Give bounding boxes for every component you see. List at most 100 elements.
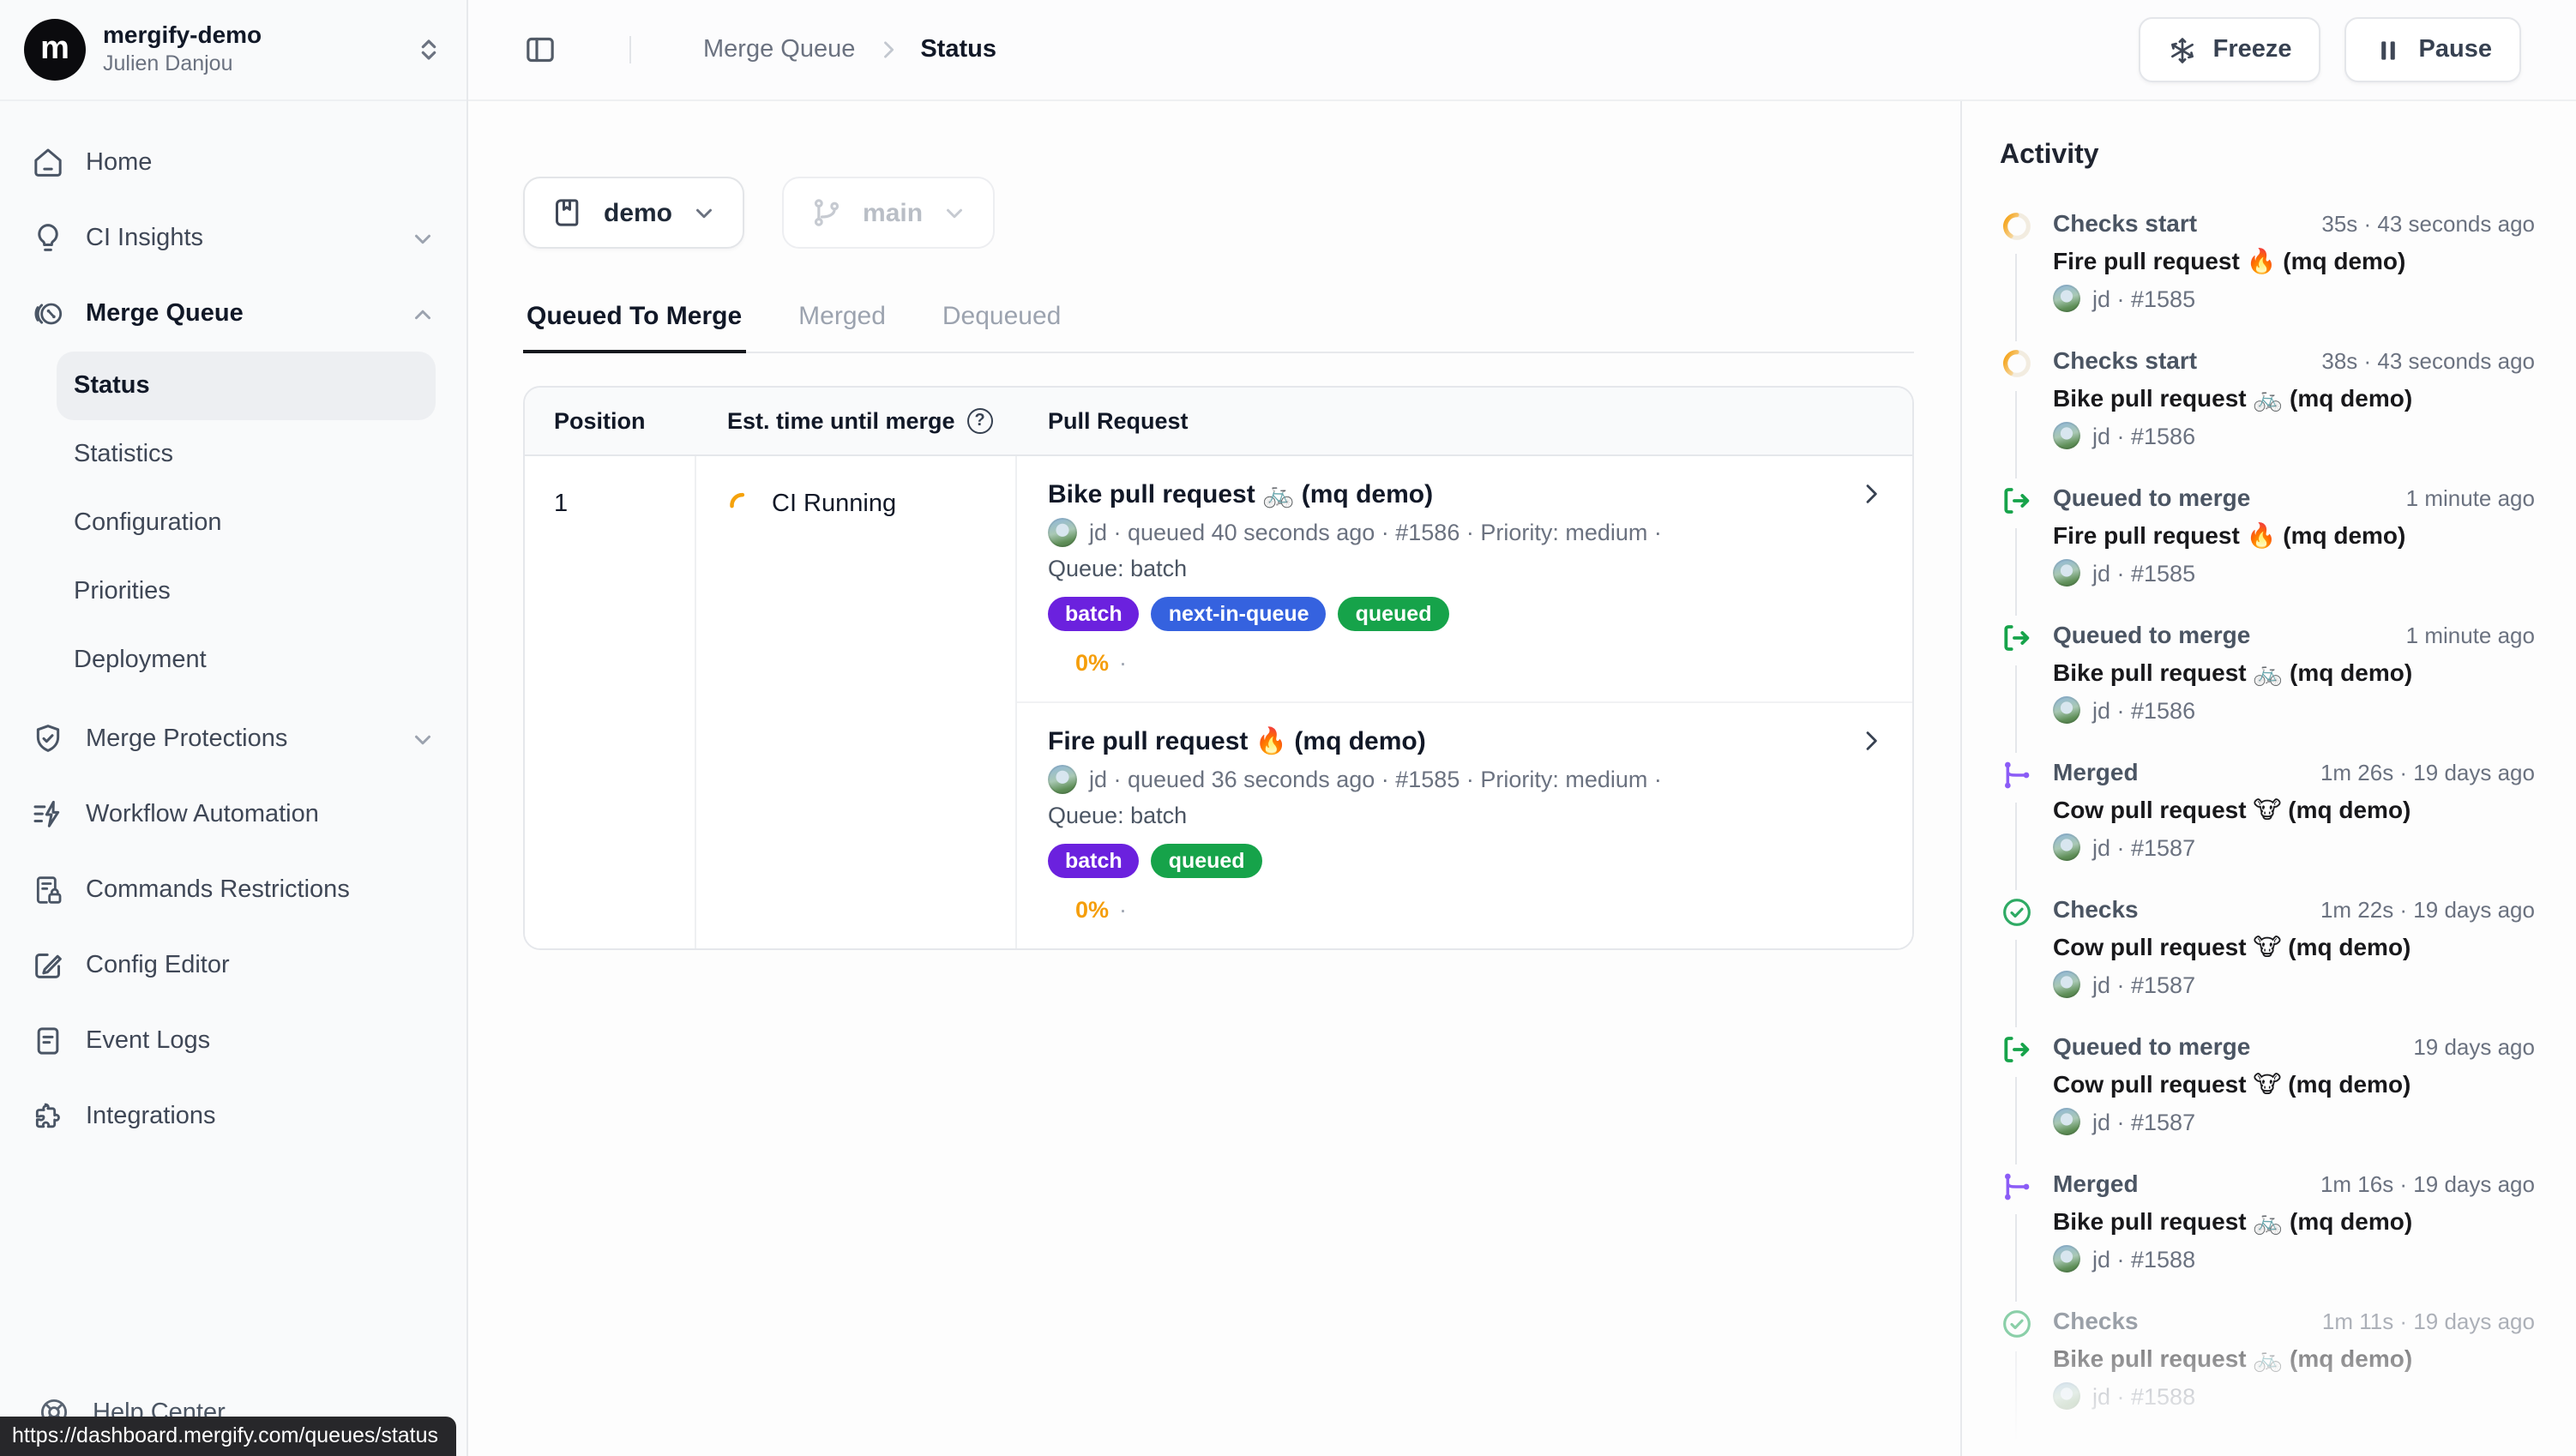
ci-running-spinner-icon bbox=[727, 490, 756, 519]
activity-item[interactable]: Checks start 38s · 43 seconds ago Bike pu… bbox=[2000, 346, 2535, 484]
avatar-jd bbox=[2053, 1382, 2080, 1410]
sidebar-item-label: Merge Protections bbox=[86, 725, 288, 753]
pr-queue-label: Queue: batch bbox=[1048, 555, 1188, 581]
puzzle-icon bbox=[31, 1099, 65, 1134]
sidebar-item-status[interactable]: Status bbox=[57, 352, 436, 420]
activity-title: Activity bbox=[2000, 141, 2099, 170]
pr-title[interactable]: Bike pull request 🚲 (mq demo) bbox=[1048, 479, 1434, 508]
sidebar-item-deployment[interactable]: Deployment bbox=[57, 626, 436, 695]
tab-dequeued[interactable]: Dequeued bbox=[942, 302, 1062, 331]
activity-pr-title[interactable]: Fire pull request 🔥 (mq demo) bbox=[2053, 247, 2406, 274]
sidebar-nav: Home CI Insights Merge Queue Status Stat… bbox=[0, 101, 466, 1154]
merged-icon bbox=[2000, 758, 2034, 792]
sidebar-item-integrations[interactable]: Integrations bbox=[21, 1079, 446, 1154]
sidebar-item-label: Statistics bbox=[74, 441, 174, 468]
sidebar-item-statistics[interactable]: Statistics bbox=[57, 420, 436, 489]
org-name: mergify-demo bbox=[103, 21, 262, 49]
avatar-jd bbox=[2053, 833, 2080, 861]
breadcrumb-status: Status bbox=[920, 36, 996, 63]
sidebar-item-merge-queue[interactable]: Merge Queue bbox=[21, 276, 446, 352]
pr-title[interactable]: Fire pull request 🔥 (mq demo) bbox=[1048, 726, 1426, 755]
avatar-jd bbox=[2053, 1108, 2080, 1135]
activity-item[interactable]: Merged 1m 16s · 19 days ago Bike pull req… bbox=[2000, 1170, 2535, 1307]
avatar-jd bbox=[1048, 764, 1077, 793]
avatar-jd bbox=[2053, 285, 2080, 312]
queue-tabs: Queued To Merge Merged Dequeued bbox=[523, 302, 1914, 353]
sidebar-item-commands-restrictions[interactable]: Commands Restrictions bbox=[21, 852, 446, 928]
sidebar-item-label: Event Logs bbox=[86, 1027, 211, 1055]
main-area: Merge Queue Status Freeze Pause bbox=[468, 0, 2576, 1456]
chevron-right-icon[interactable] bbox=[1857, 479, 1885, 507]
pr-meta-text: jd · queued 36 seconds ago · #1585 · Pri… bbox=[1089, 766, 1662, 791]
tab-queued-to-merge[interactable]: Queued To Merge bbox=[523, 302, 746, 353]
activity-pr-title[interactable]: Cow pull request 🐮 (mq demo) bbox=[2053, 933, 2411, 960]
activity-item[interactable]: Queued to merge 1 minute ago Bike pull re… bbox=[2000, 621, 2535, 758]
freeze-label: Freeze bbox=[2212, 36, 2292, 63]
separator-dot: · bbox=[1119, 649, 1128, 675]
home-icon bbox=[31, 146, 65, 180]
org-switcher[interactable]: m mergify-demo Julien Danjou bbox=[0, 0, 466, 101]
pause-button[interactable]: Pause bbox=[2344, 17, 2521, 82]
sidebar: m mergify-demo Julien Danjou Home CI Ins… bbox=[0, 0, 468, 1456]
pull-request-cell: Bike pull request 🚲 (mq demo) jd · queue… bbox=[1017, 455, 1912, 948]
git-branch-icon bbox=[810, 196, 844, 230]
workflow-bolt-icon bbox=[31, 797, 65, 832]
merged-icon bbox=[2000, 1170, 2034, 1204]
repository-select[interactable]: demo bbox=[523, 177, 745, 249]
activity-item[interactable]: Checks start 35s · 43 seconds ago Fire pu… bbox=[2000, 209, 2535, 346]
branch-select[interactable]: main bbox=[782, 177, 996, 249]
chevron-down-icon bbox=[942, 200, 967, 226]
sidebar-item-merge-protections[interactable]: Merge Protections bbox=[21, 701, 446, 777]
badge-queued: queued bbox=[1151, 843, 1262, 877]
activity-pr-title[interactable]: Bike pull request 🚲 (mq demo) bbox=[2053, 659, 2413, 686]
badge-batch: batch bbox=[1048, 843, 1140, 877]
sidebar-item-label: Status bbox=[74, 372, 150, 400]
chevron-down-icon bbox=[410, 726, 436, 752]
sidebar-item-home[interactable]: Home bbox=[21, 125, 446, 201]
sidebar-item-ci-insights[interactable]: CI Insights bbox=[21, 201, 446, 276]
chevron-right-icon[interactable] bbox=[1857, 726, 1885, 754]
position-cell: 1 bbox=[525, 455, 696, 948]
freeze-button[interactable]: Freeze bbox=[2139, 17, 2321, 82]
sidebar-item-config-editor[interactable]: Config Editor bbox=[21, 928, 446, 1003]
activity-pr-title[interactable]: Cow pull request 🐮 (mq demo) bbox=[2053, 796, 2411, 823]
activity-item[interactable]: Checks 1m 11s · 19 days ago Bike pull req… bbox=[2000, 1307, 2535, 1444]
chevron-right-icon bbox=[876, 38, 900, 62]
sidebar-item-label: Workflow Automation bbox=[86, 801, 319, 828]
pull-request-item[interactable]: Bike pull request 🚲 (mq demo) jd · queue… bbox=[1017, 455, 1912, 701]
sidebar-item-label: Integrations bbox=[86, 1103, 216, 1130]
status-bar-url: https://dashboard.mergify.com/queues/sta… bbox=[0, 1417, 456, 1456]
activity-pr-title[interactable]: Bike pull request 🚲 (mq demo) bbox=[2053, 384, 2413, 412]
lightbulb-icon bbox=[31, 221, 65, 256]
avatar-jd bbox=[2053, 1245, 2080, 1272]
activity-pr-title[interactable]: Fire pull request 🔥 (mq demo) bbox=[2053, 521, 2406, 549]
breadcrumb-merge-queue[interactable]: Merge Queue bbox=[703, 36, 856, 63]
queue-table: Position Est. time until merge ? Pull Re… bbox=[523, 385, 1914, 949]
sidebar-toggle-icon[interactable] bbox=[523, 33, 557, 67]
sidebar-item-label: Home bbox=[86, 149, 153, 177]
pull-request-item[interactable]: Fire pull request 🔥 (mq demo) jd · queue… bbox=[1017, 701, 1912, 948]
sidebar-item-configuration[interactable]: Configuration bbox=[57, 489, 436, 557]
activity-item[interactable]: Checks 1m 22s · 19 days ago Cow pull requ… bbox=[2000, 895, 2535, 1032]
pause-icon bbox=[2374, 35, 2404, 64]
tab-merged[interactable]: Merged bbox=[798, 302, 886, 331]
activity-pr-title[interactable]: Bike pull request 🚲 (mq demo) bbox=[2053, 1345, 2413, 1372]
help-circle-icon[interactable]: ? bbox=[966, 407, 993, 433]
branch-value: main bbox=[863, 198, 924, 227]
activity-pr-title[interactable]: Bike pull request 🚲 (mq demo) bbox=[2053, 1207, 2413, 1235]
activity-pr-title[interactable]: Cow pull request 🐮 (mq demo) bbox=[2053, 1070, 2411, 1098]
pr-meta-text: jd · queued 40 seconds ago · #1586 · Pri… bbox=[1089, 519, 1662, 544]
checks-start-spinner-icon bbox=[2000, 209, 2034, 244]
avatar-jd bbox=[2053, 971, 2080, 998]
sidebar-item-workflow-automation[interactable]: Workflow Automation bbox=[21, 777, 446, 852]
activity-item[interactable]: Queued to merge 19 days ago Cow pull requ… bbox=[2000, 1032, 2535, 1170]
chevron-up-down-icon bbox=[415, 36, 442, 63]
sidebar-item-priorities[interactable]: Priorities bbox=[57, 557, 436, 626]
sidebar-item-label: CI Insights bbox=[86, 225, 203, 252]
queued-to-merge-icon bbox=[2000, 484, 2034, 518]
activity-item[interactable]: Merged 1m 26s · 19 days ago Cow pull requ… bbox=[2000, 758, 2535, 895]
edit-square-icon bbox=[31, 948, 65, 983]
sidebar-item-event-logs[interactable]: Event Logs bbox=[21, 1003, 446, 1079]
activity-item[interactable]: Queued to merge 1 minute ago Fire pull re… bbox=[2000, 484, 2535, 621]
